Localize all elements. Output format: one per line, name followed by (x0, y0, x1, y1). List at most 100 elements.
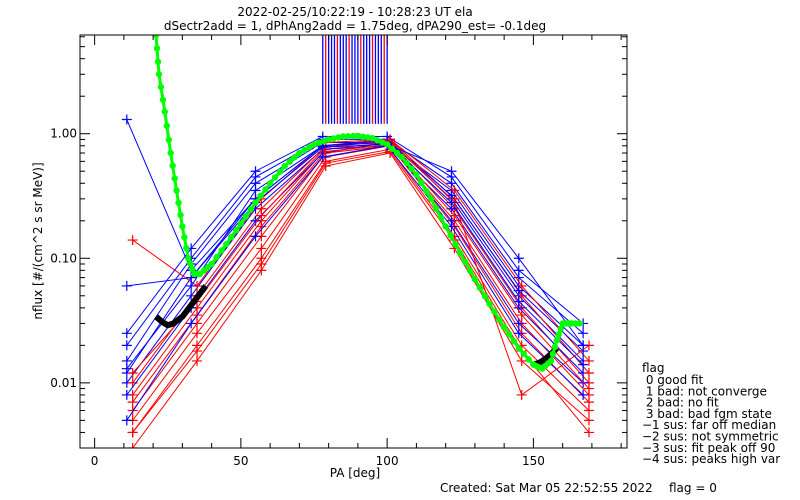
red-series-line (132, 145, 590, 421)
red-data-point (127, 443, 138, 448)
fit-curve-point (154, 58, 162, 65)
legend-entry: −4 sus: peaks high var (642, 452, 780, 466)
fit-curve-point (242, 213, 250, 220)
fit-curve-point (557, 325, 564, 332)
fit-curve-point (159, 96, 167, 103)
red-data-point (256, 210, 267, 221)
fit-curve-point (418, 179, 425, 187)
fit-curve-point (369, 135, 376, 142)
red-series-line (132, 145, 590, 411)
fit-curve-point (291, 153, 298, 161)
red-data-point (127, 367, 138, 378)
fit-curve-point (486, 300, 493, 308)
plot-area (121, 35, 594, 448)
blue-data-point (446, 166, 457, 177)
red-data-point (192, 328, 203, 339)
fit-curve-point (237, 220, 245, 227)
red-data-point (449, 210, 460, 221)
fit-curve-point (551, 343, 559, 351)
fit-curve-point (388, 145, 396, 152)
axes: 0 50 100 150 0.01 0.10 1.00 (50, 35, 627, 468)
fit-curve-point (398, 153, 405, 161)
fit-curve-point (281, 162, 288, 170)
fit-curve-point (413, 171, 420, 178)
blue-series-line (126, 142, 584, 362)
blue-series-line (126, 145, 584, 421)
y-axis-label: nflux [#/(cm^2 s sr MeV)] (31, 162, 45, 319)
fit-curve-point (467, 267, 474, 275)
fit-curve-point (403, 159, 410, 167)
red-series-line (132, 140, 590, 396)
blue-data-point (186, 280, 197, 291)
fit-curve-point (208, 260, 215, 268)
blue-data-point (121, 415, 132, 426)
red-series-line (132, 138, 590, 362)
red-data-point (583, 405, 594, 416)
fit-curve-point (525, 356, 532, 363)
blue-data-point (121, 363, 132, 374)
blue-data-point (513, 253, 524, 264)
fit-curve-point (555, 331, 562, 338)
fit-curve-point (296, 149, 303, 157)
red-data-point (127, 397, 138, 408)
fit-curve-point (169, 162, 176, 169)
fit-curve-point (157, 83, 165, 91)
fit-curve-point (330, 135, 337, 142)
fit-curve-point (340, 133, 347, 140)
fit-curve-point (252, 199, 259, 206)
blue-data-point (578, 340, 589, 351)
fit-curve-point (383, 141, 391, 148)
fit-curve-point (393, 149, 401, 157)
fit-curve-point (271, 174, 279, 181)
blue-series-line (126, 119, 584, 366)
red-data-point (256, 243, 267, 254)
red-data-point (320, 158, 331, 169)
y-tick-label: 0.10 (50, 251, 77, 265)
legend-entry: −3 sus: fit peak off 90 (642, 441, 775, 455)
legend-entry: −1 sus: far off median (642, 418, 776, 432)
fit-curve-point (491, 308, 498, 316)
fit-curve-point (354, 132, 362, 140)
red-data-point (583, 355, 594, 366)
legend: flag 0 good fit 1 bad: not converge 2 ba… (642, 361, 780, 466)
fit-curve-point (310, 141, 318, 148)
fit-curve-point (257, 192, 264, 200)
fit-curve-point (547, 357, 555, 365)
fit-curve-point (223, 240, 230, 248)
fit-curve-point (171, 175, 178, 182)
blue-series-line (126, 138, 584, 346)
x-axis-label: PA [deg] (330, 466, 380, 480)
red-data-point (583, 397, 594, 408)
fit-curve-point (155, 71, 163, 78)
fit-curve-point (437, 214, 445, 221)
created-timestamp: Created: Sat Mar 05 22:52:55 2022 (440, 481, 653, 495)
y-tick-label: 1.00 (50, 127, 77, 141)
blue-data-point (578, 328, 589, 339)
red-series-line (132, 148, 590, 433)
blue-data-point (121, 389, 132, 400)
fit-curve-point (505, 331, 513, 338)
fit-curve-point (185, 255, 192, 262)
blue-data-point (578, 359, 589, 370)
x-tick-label: 100 (376, 454, 399, 468)
fit-curve-point (345, 133, 352, 140)
legend-entry: 0 good fit (642, 373, 704, 387)
blue-series-line (126, 143, 584, 346)
fit-curve-point (427, 195, 435, 203)
fit-curve-point (423, 187, 430, 195)
fit-curve-point (447, 232, 454, 239)
fit-curve-point (262, 186, 269, 193)
blue-series-line (126, 138, 584, 374)
fit-curve-point (442, 223, 449, 230)
flag-value: flag = 0 (669, 481, 717, 495)
red-data-point (583, 427, 594, 438)
fit-curve-point (152, 35, 160, 39)
red-data-point (516, 355, 527, 366)
fit-curve-point (553, 337, 560, 344)
red-data-point (192, 346, 203, 357)
black-curve (154, 284, 209, 329)
fit-curve-point (301, 146, 308, 154)
fit-curve-point (189, 265, 196, 273)
fit-curve-point (266, 180, 274, 187)
